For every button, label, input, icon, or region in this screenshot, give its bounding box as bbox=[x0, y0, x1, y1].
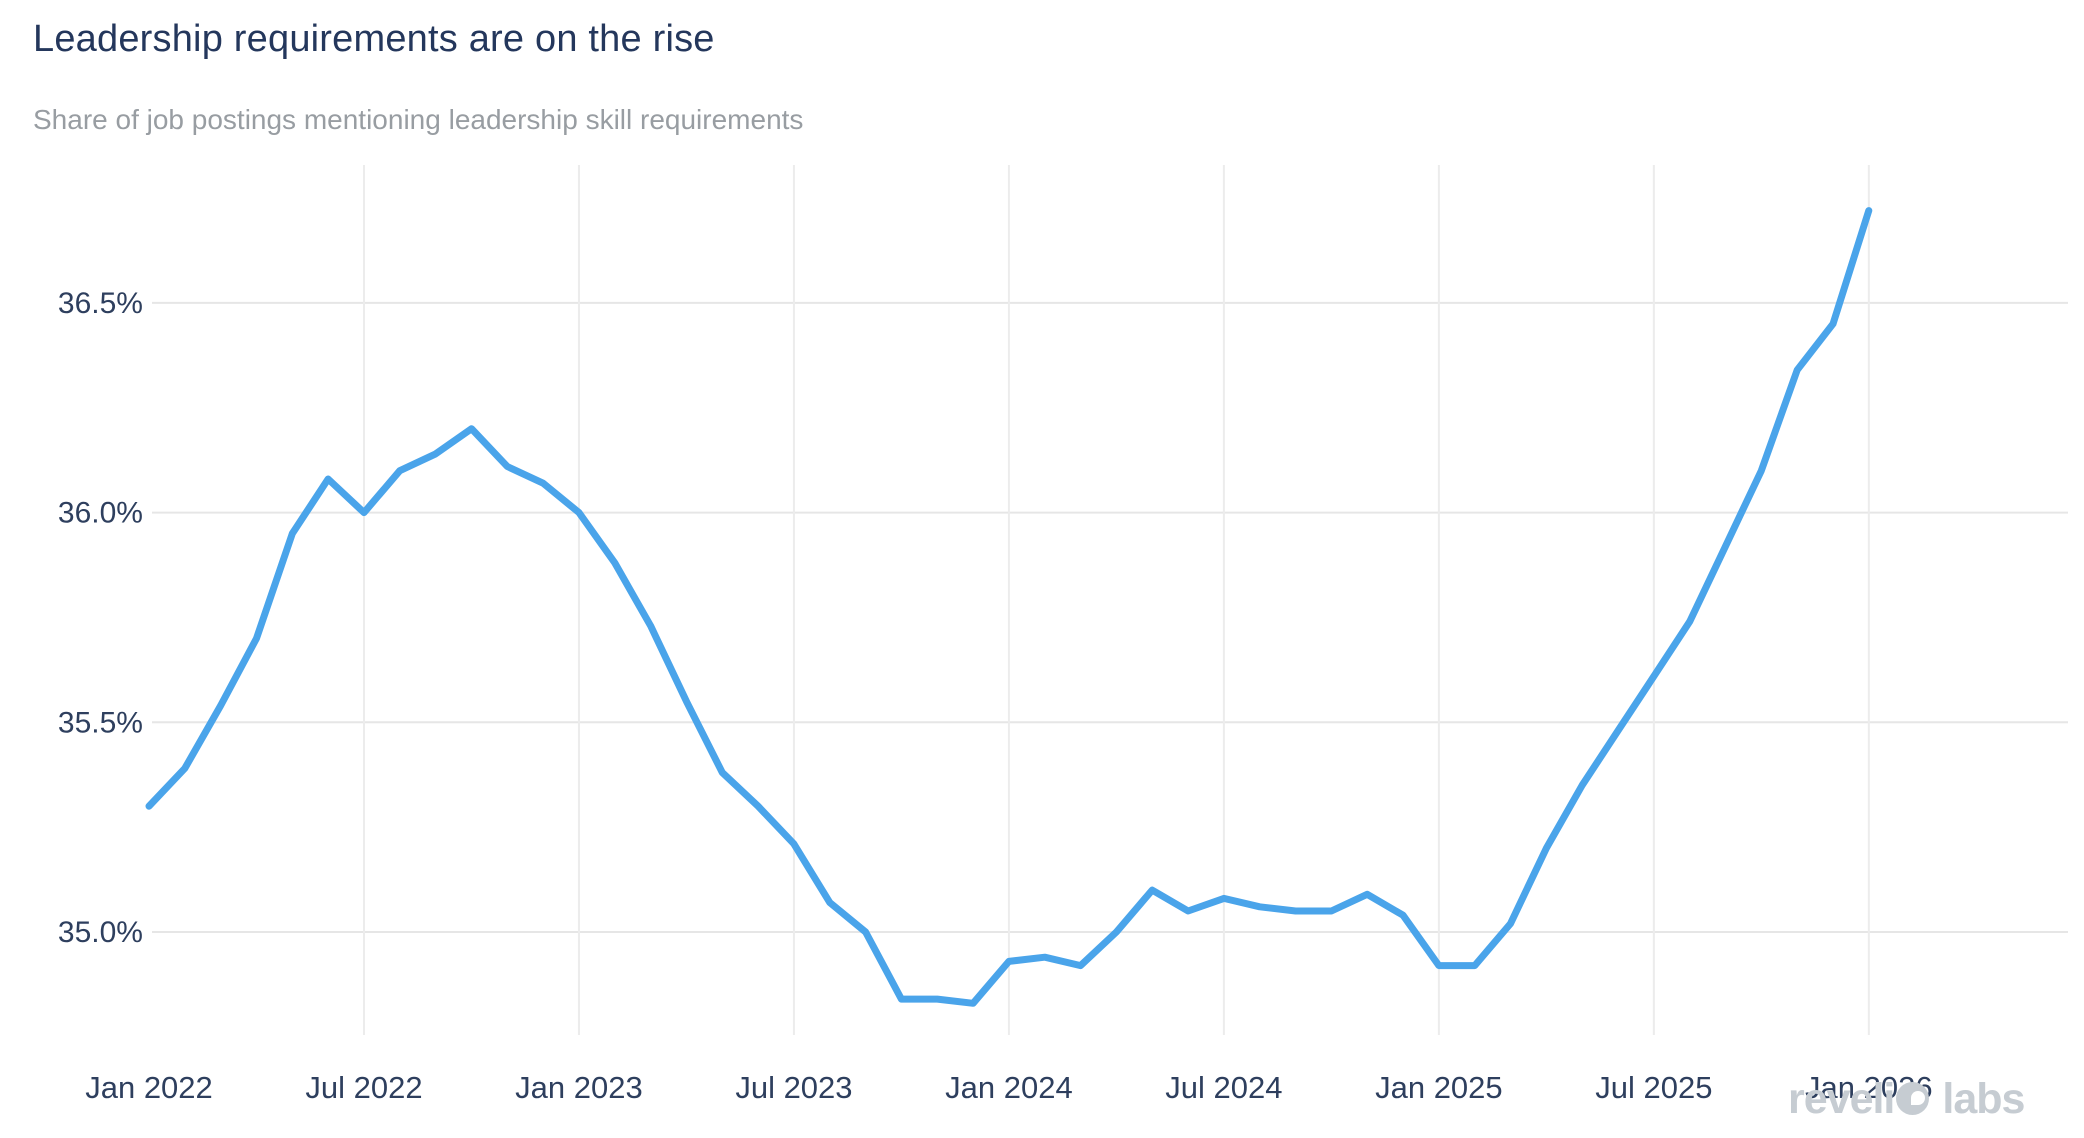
x-axis-tick-label: Jan 2024 bbox=[945, 1070, 1073, 1105]
y-axis-labels: 35.0% 35.5% 36.0% 36.5% bbox=[58, 287, 143, 949]
y-axis-tick-label: 35.5% bbox=[58, 706, 143, 739]
page-subtitle: Share of job postings mentioning leaders… bbox=[33, 104, 804, 135]
x-axis-tick-label: Jan 2023 bbox=[515, 1070, 643, 1105]
y-axis-tick-label: 36.5% bbox=[58, 287, 143, 320]
logo-text-labs: labs bbox=[1942, 1075, 2025, 1123]
x-axis-labels: Jan 2022 Jul 2022 Jan 2023 Jul 2023 Jan 2024… bbox=[85, 1070, 1932, 1105]
x-axis-tick-label: Jan 2025 bbox=[1375, 1070, 1503, 1105]
series-lines[interactable] bbox=[145, 207, 1873, 1007]
x-axis-tick-label: Jan 2022 bbox=[85, 1070, 213, 1105]
x-axis-tick-label: Jul 2025 bbox=[1595, 1070, 1712, 1105]
revelio-labs-logo[interactable]: reveli labs bbox=[1788, 1075, 2025, 1123]
x-axis-tick-label: Jul 2022 bbox=[305, 1070, 422, 1105]
logo-text-revelio: reveli bbox=[1788, 1075, 1895, 1123]
trend-line[interactable] bbox=[145, 207, 1873, 1007]
y-axis-tick-label: 35.0% bbox=[58, 916, 143, 949]
x-axis-tick-label: Jul 2024 bbox=[1165, 1070, 1282, 1105]
y-axis-tick-label: 36.0% bbox=[58, 497, 143, 530]
x-axis-tick-label: Jul 2023 bbox=[735, 1070, 852, 1105]
vertical-gridlines bbox=[362, 165, 1870, 1035]
page-title: Leadership requirements are on the rise bbox=[33, 18, 715, 60]
revelio-o-icon bbox=[1896, 1082, 1930, 1115]
horizontal-gridlines bbox=[152, 301, 2068, 933]
